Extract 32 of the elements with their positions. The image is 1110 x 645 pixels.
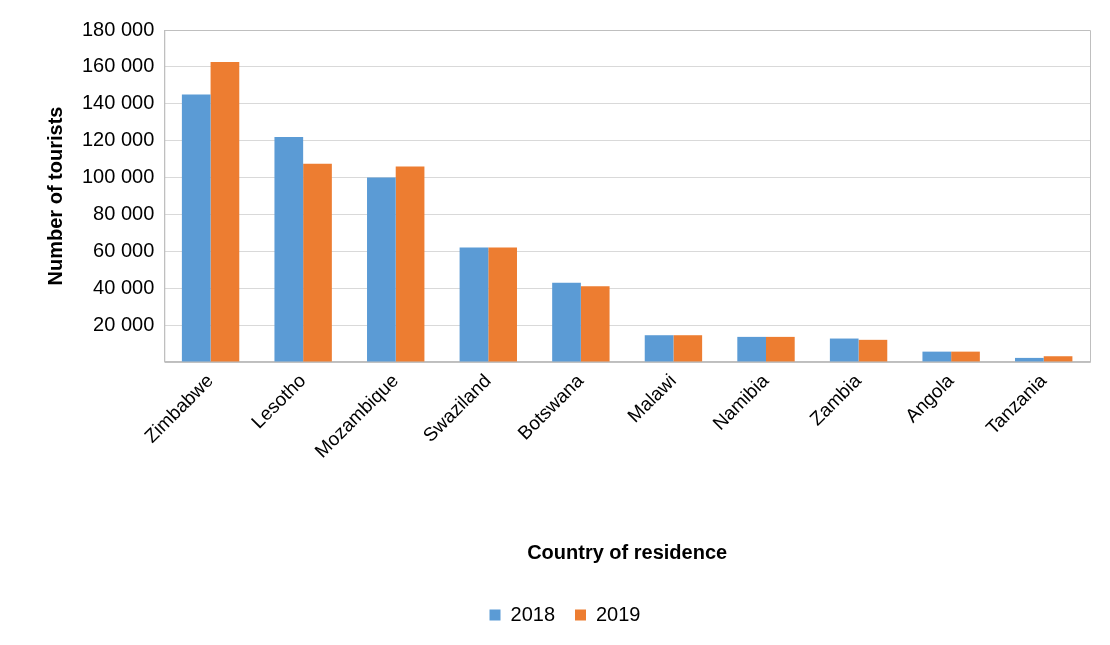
- bar: [737, 336, 766, 362]
- legend-label: 2019: [596, 602, 641, 625]
- bar: [951, 351, 980, 362]
- y-tick-label: 20 000: [93, 312, 155, 335]
- y-tick-label: 80 000: [93, 201, 155, 224]
- bar: [766, 336, 795, 362]
- y-tick-label: 120 000: [82, 128, 155, 151]
- legend-label: 2018: [510, 602, 556, 625]
- bar: [181, 94, 211, 362]
- y-tick-label: 140 000: [82, 91, 155, 114]
- y-tick-label: 100 000: [82, 165, 155, 188]
- bar: [395, 166, 425, 362]
- y-tick-label: 160 000: [82, 54, 155, 77]
- bar: [459, 247, 489, 362]
- y-tick-label: 180 000: [82, 17, 155, 40]
- bar: [829, 338, 859, 362]
- bar: [552, 282, 581, 362]
- bar: [673, 335, 703, 362]
- y-axis-title: Number of tourists: [43, 106, 66, 286]
- bar: [858, 339, 888, 362]
- y-tick-label: 40 000: [93, 275, 155, 298]
- bar: [1043, 356, 1073, 362]
- bar: [367, 177, 396, 362]
- bar: [580, 286, 610, 362]
- bar: [488, 247, 517, 362]
- x-axis-title: Country of residence: [527, 540, 728, 563]
- bar: [274, 136, 304, 362]
- bar: [922, 351, 952, 362]
- bar: [303, 163, 332, 362]
- y-tick-label: 60 000: [93, 238, 155, 261]
- bar: [210, 62, 240, 362]
- bar: [644, 335, 674, 362]
